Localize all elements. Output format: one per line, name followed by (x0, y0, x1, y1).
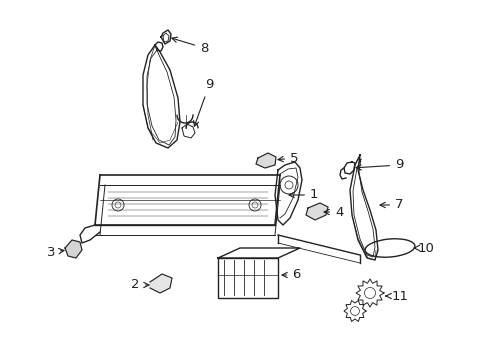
Polygon shape (150, 274, 172, 293)
Text: 5: 5 (278, 152, 298, 165)
Text: 11: 11 (385, 289, 408, 302)
Text: 7: 7 (379, 198, 403, 211)
Text: 2: 2 (131, 279, 149, 292)
Polygon shape (256, 153, 275, 168)
Text: 10: 10 (413, 242, 434, 255)
Polygon shape (305, 203, 327, 220)
Text: 4: 4 (324, 206, 343, 219)
Text: 8: 8 (171, 37, 208, 54)
Text: 9: 9 (193, 78, 213, 126)
Bar (218, 258, 278, 298)
Polygon shape (65, 240, 82, 258)
Text: 1: 1 (288, 189, 318, 202)
Text: 6: 6 (282, 269, 300, 282)
Text: 9: 9 (355, 158, 403, 171)
Text: 3: 3 (46, 246, 64, 258)
